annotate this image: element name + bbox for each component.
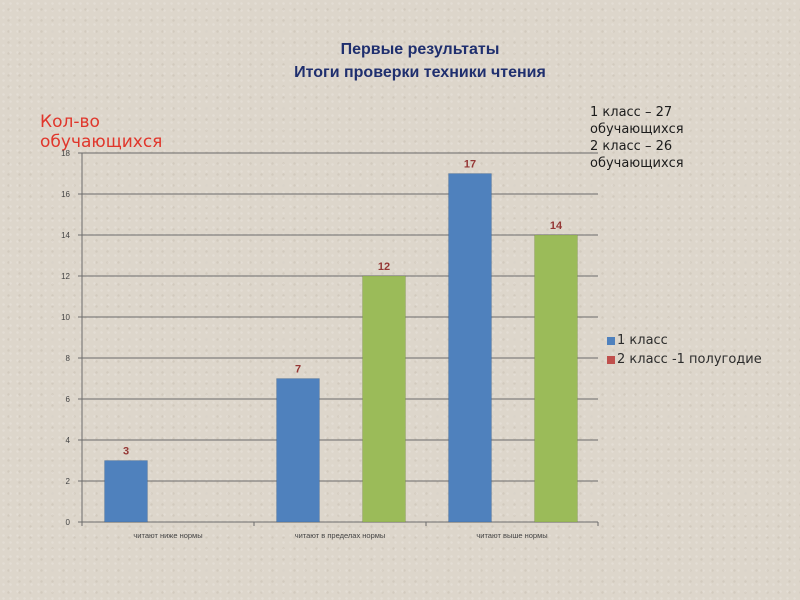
data-label: 14	[550, 220, 563, 232]
title-line-2: Итоги проверки техники чтения	[294, 64, 546, 81]
y-tick-label: 2	[66, 477, 71, 486]
data-label: 17	[464, 159, 476, 171]
data-label: 7	[295, 364, 301, 376]
bar	[104, 460, 148, 523]
bar	[276, 378, 320, 523]
bar	[534, 234, 578, 523]
legend-swatch-series-1	[607, 336, 615, 345]
y-tick-label: 10	[61, 313, 70, 322]
data-label: 3	[123, 446, 129, 458]
labels: 0 2 4 6 8 10 12 14 16 18 3 читают ниже нормы 7 12 чита…	[61, 149, 563, 540]
y-tick-label: 4	[66, 436, 71, 445]
class-count-note: 1 класс – 27 обучающихся 2 класс – 26 об…	[590, 104, 710, 172]
note-line-2: обучающихся	[590, 122, 684, 137]
y-tick-label: 0	[66, 518, 71, 527]
x-tick-label: читают ниже нормы	[133, 531, 202, 540]
note-line-3: 2 класс – 26	[590, 139, 673, 154]
y-tick-label: 6	[66, 395, 71, 404]
bars	[104, 173, 578, 523]
y-tick-label: 18	[61, 149, 70, 158]
bar	[448, 173, 492, 523]
legend-swatch-series-2	[607, 355, 615, 364]
chart-title: Первые результаты Итоги проверки техники…	[220, 38, 620, 84]
legend-label-series-1: 1 класс	[617, 333, 668, 348]
axes	[78, 152, 599, 526]
title-line-1: Первые результаты	[340, 41, 500, 58]
legend-item-series-2: 2 класс -1 полугодие	[607, 350, 762, 369]
grid-lines	[82, 152, 598, 482]
legend-item-series-1: 1 класс	[607, 331, 762, 350]
legend: 1 класс 2 класс -1 полугодие	[607, 331, 762, 369]
note-line-1: 1 класс – 27	[590, 105, 673, 120]
y-tick-label: 8	[66, 354, 71, 363]
y-tick-label: 16	[61, 190, 70, 199]
y-tick-label: 12	[61, 272, 70, 281]
y-tick-label: 14	[61, 231, 70, 240]
y-axis-label: Кол-во обучающихся	[40, 112, 163, 152]
legend-label-series-2: 2 класс -1 полугодие	[617, 352, 762, 367]
bar	[362, 275, 406, 523]
x-tick-label: читают выше нормы	[476, 531, 547, 540]
x-tick-label: читают в пределах нормы	[295, 531, 386, 540]
note-line-4: обучающихся	[590, 156, 684, 171]
data-label: 12	[378, 261, 390, 273]
